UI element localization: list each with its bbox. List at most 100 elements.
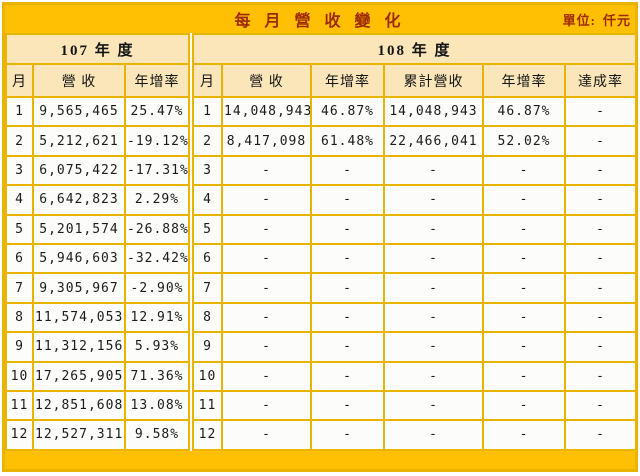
cell-revenue-107: 9,305,967 [32, 272, 126, 304]
column-header-revenue-108: 營 收 [221, 63, 312, 98]
cell-yoy-107: -2.90% [124, 272, 192, 304]
cell-achievement-108: - [563, 389, 638, 422]
cell-yoy-107: -26.88% [124, 213, 192, 245]
year-header-row: 107 年 度 108 年 度 [5, 33, 638, 65]
table-row: 10 17,265,905 71.36% 10- - - - - [5, 360, 638, 392]
cell-yoy-107: 25.47% [124, 95, 192, 128]
unit-value: 仟元 [602, 12, 631, 28]
cell-achievement-108: - [563, 272, 638, 304]
cell-cumulative-revenue-108: - [383, 184, 484, 216]
cell-cumulative-yoy-108: - [482, 272, 566, 304]
cell-cumulative-yoy-108: - [482, 301, 566, 334]
cell-revenue-107: 9,565,465 [32, 95, 126, 128]
cell-revenue-107: 5,946,603 [32, 242, 126, 275]
table-row: 6 5,946,603 -32.42% 6- - - - - [5, 242, 638, 275]
cell-cumulative-revenue-108: - [383, 242, 484, 275]
cell-yoy-108: - [310, 419, 385, 451]
cell-yoy-108: - [310, 184, 385, 216]
cell-yoy-108: - [310, 360, 385, 392]
column-header-row: 月 營 收 年增率 月 營 收 年增率 累計營收 年增率 達成率 [5, 63, 638, 98]
cell-cumulative-revenue-108: - [383, 331, 484, 363]
cell-month-108: 10 [188, 360, 223, 392]
cell-cumulative-revenue-108: - [383, 154, 484, 187]
cell-revenue-108: - [221, 213, 312, 245]
cell-cumulative-yoy-108: - [482, 389, 566, 422]
cell-revenue-108: - [221, 389, 312, 422]
column-header-cumulative-revenue-108: 累計營收 [383, 63, 484, 98]
cell-revenue-108: 14,048,943 [221, 95, 312, 128]
column-header-month-108: 月 [188, 63, 223, 98]
cell-month-108: 3 [188, 154, 223, 187]
cell-achievement-108: - [563, 184, 638, 216]
table-row: 5 5,201,574 -26.88% 5- - - - - [5, 213, 638, 245]
cell-achievement-108: - [563, 301, 638, 334]
table-row: 1 9,565,465 25.47% 1 14,048,943 46.87% 14,048,… [5, 95, 638, 128]
cell-revenue-108: - [221, 360, 312, 392]
cell-yoy-108: - [310, 213, 385, 245]
cell-cumulative-yoy-108: - [482, 213, 566, 245]
cell-revenue-107: 5,212,621 [32, 125, 126, 157]
cell-revenue-107: 12,851,608 [32, 389, 126, 422]
cell-yoy-107: 13.08% [124, 389, 192, 422]
cell-yoy-108: 46.87% [310, 95, 385, 128]
cell-yoy-108: - [310, 242, 385, 275]
table-row: 4 6,642,823 2.29% 4- - - - - [5, 184, 638, 216]
cell-month-108: 5 [188, 213, 223, 245]
unit-label: 單位: [562, 12, 596, 28]
cell-yoy-108: 61.48% [310, 125, 385, 157]
cell-achievement-108: - [563, 242, 638, 275]
cell-revenue-108: - [221, 419, 312, 451]
cell-cumulative-revenue-108: - [383, 389, 484, 422]
year-section-108: 108 年 度 [187, 33, 638, 65]
cell-revenue-107: 6,642,823 [32, 184, 126, 216]
cell-revenue-108: 8,417,098 [221, 125, 312, 157]
cell-month-107: 8 [5, 301, 34, 334]
table-title-bar: 每 月 營 收 變 化 單位: 仟元 [5, 5, 635, 33]
column-header-month-107: 月 [5, 63, 34, 98]
cell-month-107: 5 [5, 213, 34, 245]
table-row: 11 12,851,608 13.08% 11- - - - - [5, 389, 638, 422]
cell-yoy-108: - [310, 154, 385, 187]
cell-cumulative-revenue-108: - [383, 360, 484, 392]
cell-month-107: 4 [5, 184, 34, 216]
cell-cumulative-revenue-108: 22,466,041 [383, 125, 484, 157]
cell-month-108: 2 [188, 125, 223, 157]
cell-achievement-108: - [563, 95, 638, 128]
cell-month-107: 11 [5, 389, 34, 422]
cell-revenue-108: - [221, 154, 312, 187]
cell-achievement-108: - [563, 419, 638, 451]
cell-yoy-108: - [310, 331, 385, 363]
cell-yoy-107: 71.36% [124, 360, 192, 392]
cell-month-108: 6 [188, 242, 223, 275]
cell-revenue-107: 6,075,422 [32, 154, 126, 187]
cell-month-107: 6 [5, 242, 34, 275]
cell-month-107: 7 [5, 272, 34, 304]
cell-achievement-108: - [563, 125, 638, 157]
table-row: 3 6,075,422 -17.31% 3- - - - - [5, 154, 638, 187]
cell-revenue-107: 17,265,905 [32, 360, 126, 392]
cell-revenue-108: - [221, 184, 312, 216]
year-section-107: 107 年 度 [5, 33, 192, 65]
cell-cumulative-revenue-108: - [383, 213, 484, 245]
column-header-revenue-107: 營 收 [32, 63, 126, 98]
table-row: 7 9,305,967 -2.90% 7- - - - - [5, 272, 638, 304]
cell-revenue-108: - [221, 331, 312, 363]
cell-revenue-108: - [221, 242, 312, 275]
cell-month-107: 1 [5, 95, 34, 128]
table-row: 12 12,527,311 9.58% 12- - - - - [5, 419, 638, 451]
cell-month-107: 3 [5, 154, 34, 187]
cell-cumulative-yoy-108: - [482, 184, 566, 216]
cell-cumulative-revenue-108: - [383, 301, 484, 334]
cell-yoy-107: 9.58% [124, 419, 192, 451]
cell-yoy-107: 5.93% [124, 331, 192, 363]
cell-yoy-108: - [310, 389, 385, 422]
cell-cumulative-yoy-108: - [482, 331, 566, 363]
cell-cumulative-yoy-108: - [482, 242, 566, 275]
cell-achievement-108: - [563, 331, 638, 363]
cell-yoy-107: -19.12% [124, 125, 192, 157]
cell-revenue-108: - [221, 272, 312, 304]
cell-yoy-107: 12.91% [124, 301, 192, 334]
table-body: 1 9,565,465 25.47% 1 14,048,943 46.87% 14,048,… [5, 95, 638, 451]
cell-month-108: 11 [188, 389, 223, 422]
